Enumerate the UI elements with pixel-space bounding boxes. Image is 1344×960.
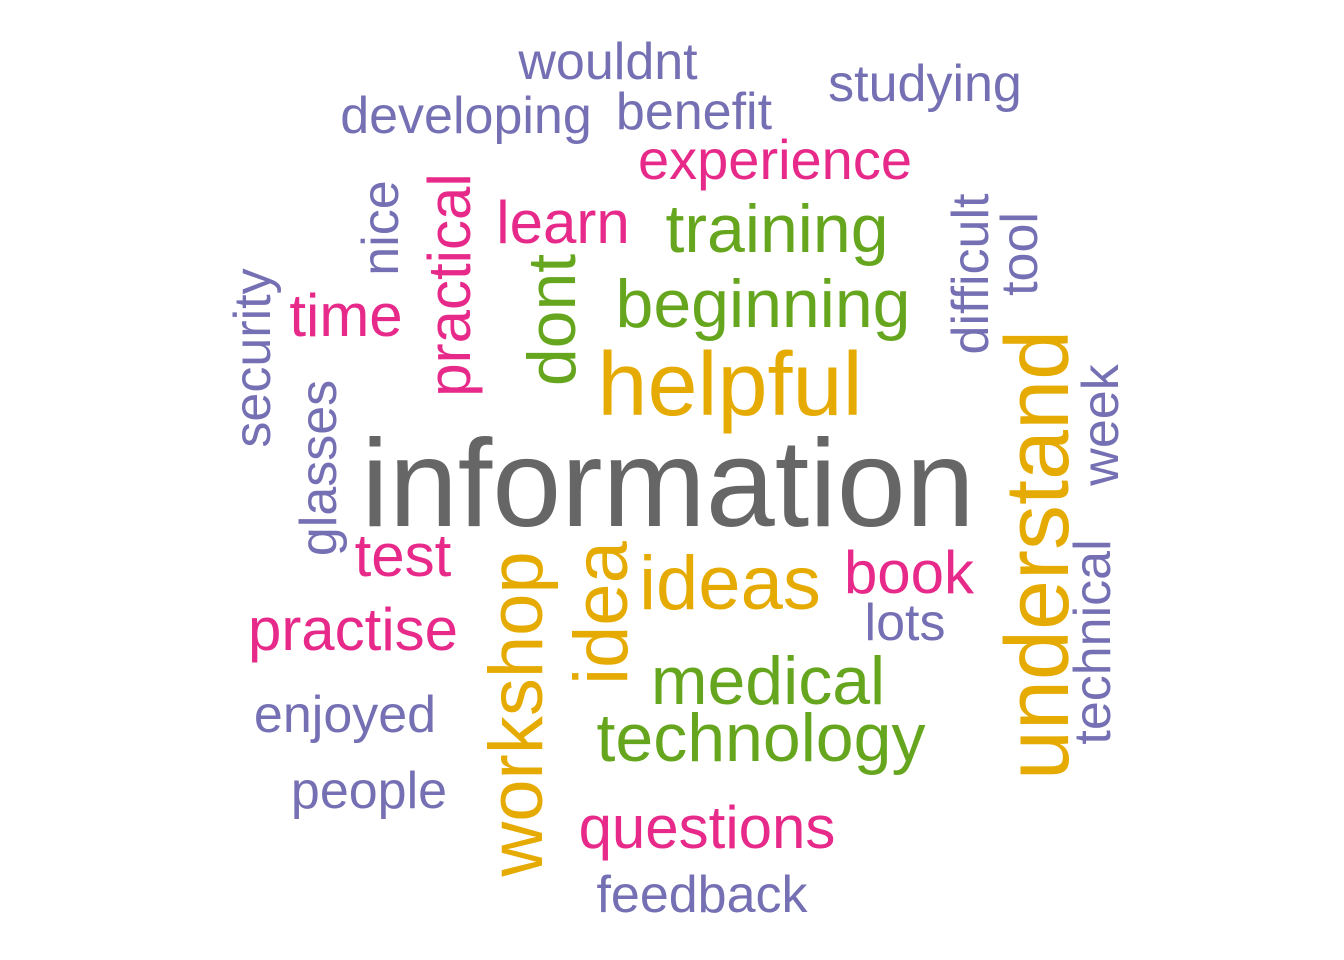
word-information: information: [361, 415, 974, 553]
word-test: test: [355, 522, 452, 589]
word-technology: technology: [597, 700, 926, 776]
word-training: training: [665, 191, 888, 267]
word-week: week: [1072, 363, 1130, 486]
word-practise: practise: [248, 596, 458, 663]
word-practical: practical: [416, 173, 483, 396]
word-feedback: feedback: [596, 866, 808, 924]
word-lots: lots: [865, 594, 946, 652]
word-people: people: [291, 762, 447, 820]
word-book: book: [844, 539, 975, 606]
word-developing: developing: [340, 87, 592, 145]
word-learn: learn: [496, 189, 629, 256]
word-nice: nice: [352, 180, 410, 275]
word-technical: technical: [1064, 539, 1122, 744]
word-experience: experience: [638, 128, 912, 191]
word-difficult: difficult: [942, 193, 1000, 354]
word-glasses: glasses: [290, 380, 348, 556]
word-dont: dont: [514, 254, 590, 386]
word-time: time: [289, 282, 402, 349]
word-security: security: [224, 268, 282, 447]
word-medical: medical: [651, 643, 885, 719]
word-studying: studying: [828, 55, 1022, 113]
word-questions: questions: [579, 794, 836, 861]
word-tool: tool: [991, 212, 1049, 296]
word-helpful: helpful: [597, 335, 862, 435]
word-idea: idea: [559, 540, 644, 684]
word-enjoyed: enjoyed: [254, 686, 436, 744]
word-workshop: workshop: [474, 551, 559, 877]
word-understand: understand: [988, 330, 1088, 780]
word-beginning: beginning: [616, 266, 911, 342]
word-ideas: ideas: [639, 541, 821, 626]
word-wouldnt: wouldnt: [517, 33, 698, 91]
word-benefit: benefit: [616, 83, 773, 141]
